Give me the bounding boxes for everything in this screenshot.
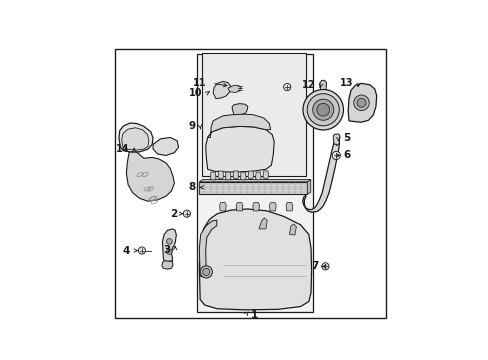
Circle shape xyxy=(316,103,329,116)
Polygon shape xyxy=(213,81,230,99)
Text: 11: 11 xyxy=(193,78,206,89)
Text: 13: 13 xyxy=(340,77,353,87)
Circle shape xyxy=(356,98,365,107)
FancyBboxPatch shape xyxy=(115,49,386,318)
Circle shape xyxy=(331,151,340,159)
Text: 4: 4 xyxy=(122,246,130,256)
Polygon shape xyxy=(162,229,176,262)
Polygon shape xyxy=(227,85,241,93)
Polygon shape xyxy=(225,172,230,180)
Circle shape xyxy=(166,249,172,255)
Polygon shape xyxy=(126,152,174,201)
Text: 6: 6 xyxy=(343,150,350,161)
Circle shape xyxy=(183,210,190,217)
Polygon shape xyxy=(289,224,296,235)
Polygon shape xyxy=(269,203,276,211)
Polygon shape xyxy=(307,180,310,194)
Text: 10: 10 xyxy=(188,88,202,98)
Circle shape xyxy=(303,90,343,130)
Circle shape xyxy=(353,95,368,111)
Circle shape xyxy=(321,263,328,270)
Polygon shape xyxy=(210,172,216,180)
Polygon shape xyxy=(347,84,376,122)
Circle shape xyxy=(138,247,145,254)
Text: 3: 3 xyxy=(163,245,170,255)
Text: 9: 9 xyxy=(188,121,195,131)
Polygon shape xyxy=(252,203,259,211)
Circle shape xyxy=(202,268,209,275)
Text: 2: 2 xyxy=(170,209,177,219)
Circle shape xyxy=(166,239,172,244)
Polygon shape xyxy=(122,128,148,150)
Polygon shape xyxy=(218,171,223,179)
Polygon shape xyxy=(285,203,292,211)
Polygon shape xyxy=(207,114,270,138)
Polygon shape xyxy=(232,171,238,179)
Polygon shape xyxy=(302,144,339,212)
Polygon shape xyxy=(240,172,245,180)
Polygon shape xyxy=(199,182,307,194)
Polygon shape xyxy=(205,126,274,172)
Polygon shape xyxy=(255,172,261,180)
Text: 5: 5 xyxy=(343,133,350,143)
Polygon shape xyxy=(219,203,226,211)
Polygon shape xyxy=(162,261,173,269)
Circle shape xyxy=(312,99,333,120)
Text: 14: 14 xyxy=(116,144,129,154)
Polygon shape xyxy=(247,171,253,179)
Polygon shape xyxy=(199,209,311,310)
FancyBboxPatch shape xyxy=(202,53,305,176)
Text: 7: 7 xyxy=(310,261,318,271)
Polygon shape xyxy=(236,203,243,211)
Circle shape xyxy=(200,266,212,278)
Circle shape xyxy=(283,84,290,91)
Polygon shape xyxy=(263,171,268,179)
Circle shape xyxy=(306,94,339,126)
Polygon shape xyxy=(199,220,216,278)
Polygon shape xyxy=(153,138,178,156)
Text: 8: 8 xyxy=(187,183,195,192)
FancyBboxPatch shape xyxy=(196,54,312,312)
Text: 1: 1 xyxy=(250,310,257,320)
Polygon shape xyxy=(332,134,339,145)
Polygon shape xyxy=(119,123,153,152)
Polygon shape xyxy=(319,80,326,90)
Polygon shape xyxy=(259,218,267,229)
Polygon shape xyxy=(232,104,247,115)
Text: 12: 12 xyxy=(302,80,315,90)
Polygon shape xyxy=(199,180,310,182)
